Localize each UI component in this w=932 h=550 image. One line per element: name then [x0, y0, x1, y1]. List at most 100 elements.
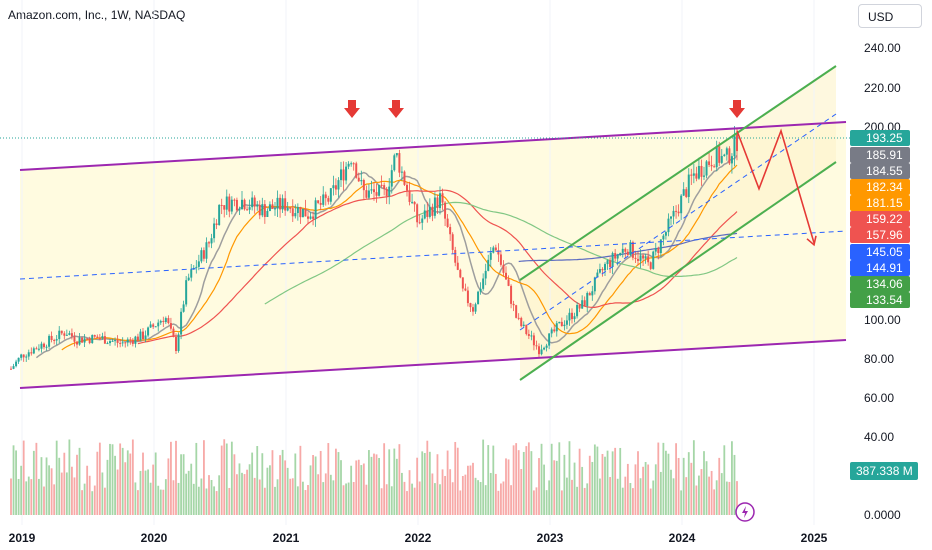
- candle-body: [281, 198, 284, 210]
- volume-bar: [434, 483, 436, 515]
- volume-bar: [545, 490, 548, 515]
- volume-bar: [441, 469, 444, 515]
- projection-arrowhead: [806, 235, 817, 247]
- candle-body: [114, 340, 117, 342]
- candle-body: [695, 173, 698, 179]
- candle-body: [327, 198, 330, 202]
- candle-body: [596, 272, 599, 278]
- candle-body: [20, 354, 23, 358]
- candle-body: [73, 336, 76, 342]
- candle-body: [515, 305, 518, 318]
- candle-body: [355, 163, 358, 178]
- volume-bar: [515, 443, 518, 515]
- volume-bar: [647, 464, 650, 515]
- volume-bar: [731, 441, 733, 515]
- candle-body: [55, 339, 58, 341]
- volume-bar: [383, 443, 386, 515]
- candle-body: [258, 204, 261, 216]
- price-label-text: 144.91: [866, 261, 903, 275]
- volume-bar: [167, 458, 170, 515]
- volume-bar: [403, 481, 406, 515]
- candle-body: [213, 223, 216, 239]
- volume-bar: [243, 474, 246, 515]
- volume-bar: [17, 478, 20, 515]
- volume-bar: [119, 443, 122, 515]
- volume-bar: [225, 443, 228, 515]
- price-label-box: [850, 147, 910, 163]
- candle-body: [78, 337, 81, 345]
- volume-bar: [345, 483, 347, 515]
- volume-bar: [20, 465, 23, 515]
- candle-body: [357, 177, 360, 182]
- volume-bar: [484, 485, 487, 515]
- candle-body: [324, 194, 327, 199]
- candle-body: [154, 326, 157, 328]
- candle-body: [162, 320, 165, 323]
- candle-body: [487, 259, 490, 271]
- candle-body: [647, 256, 650, 263]
- volume-bar: [588, 455, 591, 515]
- volume-bar: [317, 474, 320, 515]
- volume-bar: [68, 439, 71, 515]
- volume-bar: [15, 450, 17, 515]
- volume-bar: [586, 483, 589, 515]
- candle-body: [433, 197, 436, 216]
- candle-body: [558, 321, 561, 324]
- volume-bar: [134, 482, 137, 515]
- candle-body: [520, 317, 523, 327]
- y-tick-label: 40.00: [864, 430, 894, 444]
- volume-bar: [111, 444, 114, 515]
- candle-body: [385, 189, 388, 197]
- volume-bar: [553, 460, 556, 515]
- candle-body: [10, 368, 12, 370]
- volume-bar: [368, 450, 370, 515]
- volume-bar: [98, 442, 101, 515]
- volume-bar: [177, 482, 180, 515]
- candle-body: [314, 200, 317, 219]
- candle-body: [657, 248, 660, 254]
- candle-body: [195, 266, 198, 268]
- candle-body: [560, 321, 563, 327]
- candle-body: [276, 197, 279, 209]
- candle-body: [98, 337, 101, 339]
- candle-body: [197, 261, 200, 267]
- candle-body: [466, 290, 469, 304]
- candle-body: [223, 205, 226, 210]
- candle-body: [291, 208, 294, 217]
- candle-body: [697, 165, 700, 179]
- candle-body: [86, 338, 89, 340]
- candle-body: [606, 260, 609, 265]
- volume-bar: [129, 453, 132, 515]
- volume-bar: [497, 490, 500, 515]
- candle-body: [27, 352, 30, 357]
- volume-bar: [58, 457, 61, 515]
- candle-body: [687, 174, 690, 197]
- candle-body: [142, 331, 144, 340]
- volume-bar: [578, 448, 581, 515]
- volume-bar: [477, 480, 479, 515]
- volume-bar: [685, 477, 688, 515]
- volume-bar: [665, 450, 667, 515]
- volume-bar: [604, 456, 606, 515]
- candle-body: [408, 190, 411, 202]
- price-label-text: 133.54: [866, 293, 903, 307]
- volume-bar: [78, 447, 81, 515]
- candle-body: [365, 190, 368, 198]
- candle-body: [144, 335, 147, 340]
- candle-body: [96, 336, 99, 338]
- currency-selector[interactable]: USD: [858, 4, 922, 28]
- candle-body: [169, 323, 172, 329]
- candle-body: [388, 186, 391, 197]
- candle-body: [718, 146, 721, 163]
- volume-bar: [725, 481, 728, 515]
- volume-bar: [185, 473, 188, 515]
- volume-bar: [530, 451, 533, 515]
- candle-body: [60, 330, 63, 334]
- volume-bar: [352, 482, 355, 515]
- candle-body: [510, 285, 513, 304]
- volume-bar: [505, 458, 507, 515]
- candle-body: [116, 340, 119, 343]
- volume-bar: [482, 439, 485, 515]
- volume-bar: [91, 491, 94, 515]
